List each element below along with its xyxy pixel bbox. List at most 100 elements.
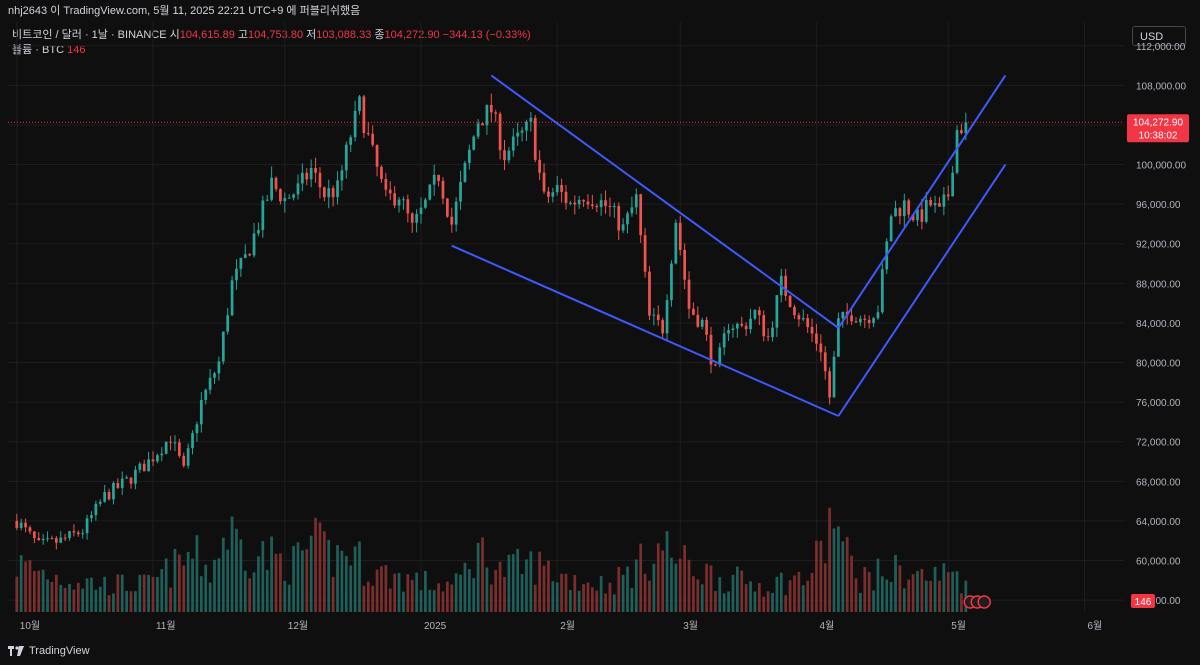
candle-body: [309, 168, 313, 180]
candle-body: [239, 257, 243, 269]
volume-bar: [239, 539, 243, 612]
volume-bar: [204, 564, 208, 612]
candle-body: [151, 459, 155, 462]
trendline[interactable]: [837, 163, 1007, 417]
volume-bar: [63, 587, 67, 612]
volume-bar: [872, 590, 875, 612]
volume-bar: [643, 573, 647, 612]
volume-bar: [380, 566, 383, 612]
candle-body: [63, 537, 67, 539]
candle-body: [182, 455, 186, 466]
candle-body: [670, 263, 673, 301]
volume-bar: [182, 565, 186, 612]
volume-bar: [744, 584, 748, 612]
volume-label[interactable]: 볼륨 · BTC: [12, 44, 65, 56]
candle-body: [784, 275, 788, 296]
candle-body: [24, 522, 27, 528]
candle-body: [243, 254, 247, 258]
volume-bar: [898, 565, 902, 612]
candle-body: [432, 174, 436, 185]
volume-bar: [656, 543, 660, 612]
volume-bar: [415, 572, 418, 612]
candle-body: [235, 268, 238, 281]
publish-caption: nhj2643 이 TradingView.com, 5월 11, 2025 2…: [0, 0, 1200, 22]
candle-body: [551, 192, 555, 197]
volume-bar: [951, 571, 955, 612]
candle-body: [850, 315, 853, 322]
candle-body: [252, 233, 256, 256]
candle-body: [503, 150, 506, 161]
candle-body: [270, 177, 273, 200]
volume-bar: [305, 549, 309, 612]
candle-body: [213, 373, 216, 378]
volume-bar: [920, 569, 924, 612]
candle-body: [54, 538, 58, 543]
volume-bar: [33, 570, 36, 612]
volume-bar: [916, 571, 919, 612]
volume-bar: [529, 551, 533, 612]
volume-bar: [327, 539, 331, 612]
volume-bar: [542, 565, 546, 612]
candle-body: [775, 295, 779, 328]
volume-bar: [555, 582, 559, 612]
volume-bar: [652, 563, 656, 612]
candle-body: [542, 172, 546, 192]
event-marker-icon[interactable]: [977, 595, 991, 609]
candle-body: [120, 478, 124, 488]
volume-bar: [933, 566, 937, 612]
candle-body: [397, 199, 401, 206]
volume-bar: [353, 546, 357, 612]
candle-body: [498, 113, 502, 151]
trendline[interactable]: [490, 74, 839, 329]
candle-body: [301, 172, 304, 184]
candle-body: [683, 250, 686, 280]
volume-bar: [735, 566, 739, 612]
volume-bar: [964, 580, 968, 612]
volume-bar: [547, 560, 550, 612]
trendline[interactable]: [837, 74, 1007, 329]
symbol-name[interactable]: 비트코인 / 달러 · 1날 · BINANCE: [12, 29, 167, 41]
candle-body: [59, 537, 63, 543]
volume-bar: [98, 586, 102, 612]
candle-body: [344, 144, 348, 171]
candle-body: [393, 193, 397, 206]
volume-bar: [924, 580, 928, 612]
candle-body: [511, 136, 515, 151]
volume-bar: [142, 574, 146, 612]
candle-body: [696, 314, 700, 327]
candle-body: [955, 130, 959, 173]
volume-bar: [560, 573, 563, 612]
currency-button[interactable]: USD: [1132, 26, 1186, 46]
candle-body: [107, 491, 111, 500]
candle-body: [41, 539, 45, 541]
volume-bar: [384, 565, 388, 612]
volume-bar: [845, 536, 849, 612]
volume-bar: [907, 579, 911, 612]
volume-bar: [577, 590, 581, 612]
volume-bar: [340, 550, 344, 612]
candle-body: [68, 531, 71, 538]
candle-body: [841, 311, 845, 319]
price-chart[interactable]: 112,000.00108,000.00104,000.00100,000.00…: [0, 22, 1200, 637]
candle-body: [366, 132, 370, 134]
candle-body: [595, 205, 599, 208]
candle-body: [634, 194, 638, 208]
candle-body: [380, 166, 383, 179]
trendline[interactable]: [451, 244, 839, 417]
volume-bar: [819, 540, 823, 612]
candle-body: [81, 533, 85, 535]
volume-badge-label: 146: [1135, 597, 1152, 608]
candle-body: [797, 315, 801, 320]
volume-bar: [705, 563, 708, 612]
candle-body: [692, 308, 695, 315]
volume-bar: [217, 558, 221, 612]
candle-body: [876, 312, 880, 319]
low-label: 저: [306, 29, 317, 41]
candle-body: [753, 310, 757, 319]
volume-bar: [402, 591, 405, 612]
candle-body: [718, 347, 722, 365]
volume-bar: [274, 553, 278, 612]
volume-bar: [301, 550, 304, 612]
candle-body: [806, 317, 810, 328]
volume-bar: [648, 580, 651, 612]
